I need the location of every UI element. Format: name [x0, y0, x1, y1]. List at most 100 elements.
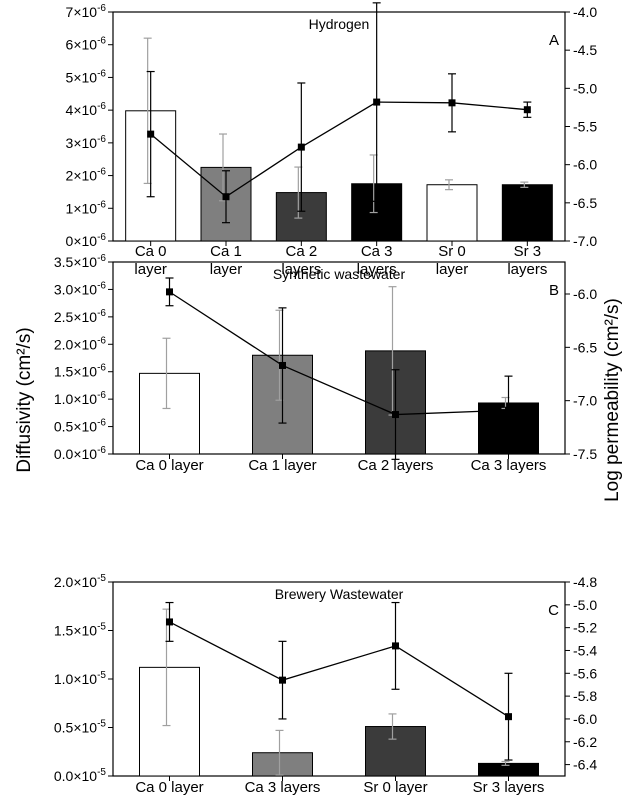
left-tick-times-ten: ×10 [73, 254, 97, 270]
category-label: Ca 2 layers [358, 457, 434, 474]
left-tick-mantissa: 3.5 [54, 254, 74, 270]
left-tick-exponent: -6 [97, 36, 106, 47]
left-tick-label: 1.5×10-5 [54, 622, 107, 639]
log-permeability-point [523, 106, 531, 114]
left-tick-times-ten: ×10 [73, 364, 97, 380]
left-tick-times-ten: ×10 [73, 200, 97, 216]
left-tick-mantissa: 1.5 [54, 364, 74, 380]
left-tick-mantissa: 3.0 [54, 281, 74, 297]
left-tick-times-ten: ×10 [73, 768, 97, 784]
left-tick-times-ten: ×10 [73, 446, 97, 462]
log-permeability-point [166, 618, 173, 626]
log-permeability-point [147, 130, 155, 138]
left-tick-times-ten: ×10 [73, 574, 97, 590]
right-tick-label: -4.5 [573, 42, 597, 58]
right-tick-label: -5.4 [573, 642, 597, 658]
right-tick-label: -5.0 [573, 597, 597, 613]
left-tick-mantissa: 2.0 [54, 336, 74, 352]
category-label: Ca 2 [285, 243, 317, 260]
left-tick-mantissa: 1.5 [54, 623, 74, 639]
right-tick-label: -7.0 [573, 393, 597, 409]
left-tick-label: 0.0×10-5 [54, 767, 107, 784]
log-permeability-line [150, 101, 528, 198]
plot-frame [112, 261, 566, 455]
left-tick-label: 0.5×10-5 [54, 719, 107, 736]
category-label: layer [436, 261, 469, 278]
left-tick-exponent: -6 [97, 3, 106, 14]
left-tick-label: 2×10-6 [66, 167, 107, 184]
left-tick-times-ten: ×10 [73, 671, 97, 687]
left-tick-exponent: -6 [97, 280, 106, 291]
category-label: layers [357, 261, 397, 278]
left-tick-label: 1.0×10-5 [54, 670, 107, 687]
log-permeability-point [373, 98, 381, 106]
right-tick-label: -4.0 [573, 4, 597, 20]
panel-title: Brewery Wastewater [275, 586, 404, 602]
right-tick-label: -7.0 [573, 233, 597, 249]
left-tick-label: 0.5×10-6 [54, 418, 107, 435]
category-label: Ca 0 layer [135, 457, 203, 474]
y-axis-label-left: Diffusivity (cm²/s) [14, 327, 35, 472]
left-tick-mantissa: 0.0 [54, 768, 74, 784]
left-tick-exponent: -6 [97, 232, 106, 243]
panel-title: Hydrogen [309, 16, 370, 32]
log-permeability-point [505, 713, 512, 721]
diffusivity-bar [501, 184, 553, 242]
right-tick-label: -6.5 [573, 195, 597, 211]
log-permeability-point [448, 99, 456, 107]
category-label: Sr 3 [514, 243, 542, 260]
category-label: Ca 3 [361, 243, 393, 260]
diffusivity-bar [252, 752, 313, 777]
right-tick-label: -5.2 [573, 620, 597, 636]
left-tick-times-ten: ×10 [73, 336, 97, 352]
left-tick-label: 2.0×10-6 [54, 335, 107, 352]
category-label: Ca 3 layers [245, 779, 321, 796]
right-tick-label: -5.5 [573, 119, 597, 135]
chart-panel-a: 0×10-61×10-62×10-63×10-64×10-65×10-66×10… [66, 2, 597, 278]
right-tick-label: -7.5 [573, 446, 597, 462]
diffusivity-bar [139, 372, 200, 455]
left-tick-label: 4×10-6 [66, 101, 107, 118]
category-label: Ca 0 layer [135, 779, 203, 796]
left-tick-label: 3×10-6 [66, 134, 107, 151]
left-tick-mantissa: 0.5 [54, 419, 74, 435]
panel-label: B [549, 282, 559, 299]
diffusivity-bar [426, 184, 478, 242]
plot-frame [112, 11, 566, 242]
left-tick-exponent: -5 [97, 670, 106, 681]
left-tick-times-ten: ×10 [73, 281, 97, 297]
left-tick-times-ten: ×10 [73, 168, 97, 184]
log-permeability-point [166, 288, 173, 296]
left-tick-times-ten: ×10 [73, 233, 97, 249]
log-permeability-point [392, 642, 399, 650]
category-label: Sr 3 layers [473, 779, 545, 796]
left-tick-label: 3.5×10-6 [54, 253, 107, 270]
left-tick-mantissa: 3 [66, 135, 74, 151]
left-tick-exponent: -6 [97, 418, 106, 429]
left-tick-exponent: -6 [97, 253, 106, 264]
category-label: Ca 0 [135, 243, 167, 260]
left-tick-exponent: -6 [97, 390, 106, 401]
category-label: layer [134, 261, 167, 278]
left-tick-times-ten: ×10 [73, 69, 97, 85]
log-permeability-point [279, 676, 286, 684]
left-tick-exponent: -6 [97, 335, 106, 346]
left-tick-label: 6×10-6 [66, 36, 107, 53]
log-permeability-point [222, 193, 230, 201]
log-permeability-point [505, 406, 512, 414]
right-tick-label: -6.0 [573, 286, 597, 302]
left-tick-label: 2.0×10-5 [54, 573, 107, 590]
left-tick-label: 1.5×10-6 [54, 363, 107, 380]
log-permeability-point [392, 411, 399, 419]
left-tick-times-ten: ×10 [73, 623, 97, 639]
category-label: Ca 3 layers [471, 457, 547, 474]
category-label: layers [507, 261, 547, 278]
log-permeability-line [169, 621, 509, 718]
left-tick-label: 5×10-6 [66, 68, 107, 85]
left-tick-mantissa: 0.5 [54, 720, 74, 736]
diffusivity-bar [478, 762, 539, 777]
category-label: layers [281, 261, 321, 278]
panel-label: C [548, 602, 559, 619]
left-tick-exponent: -6 [97, 134, 106, 145]
diffusivity-bar [139, 666, 200, 777]
